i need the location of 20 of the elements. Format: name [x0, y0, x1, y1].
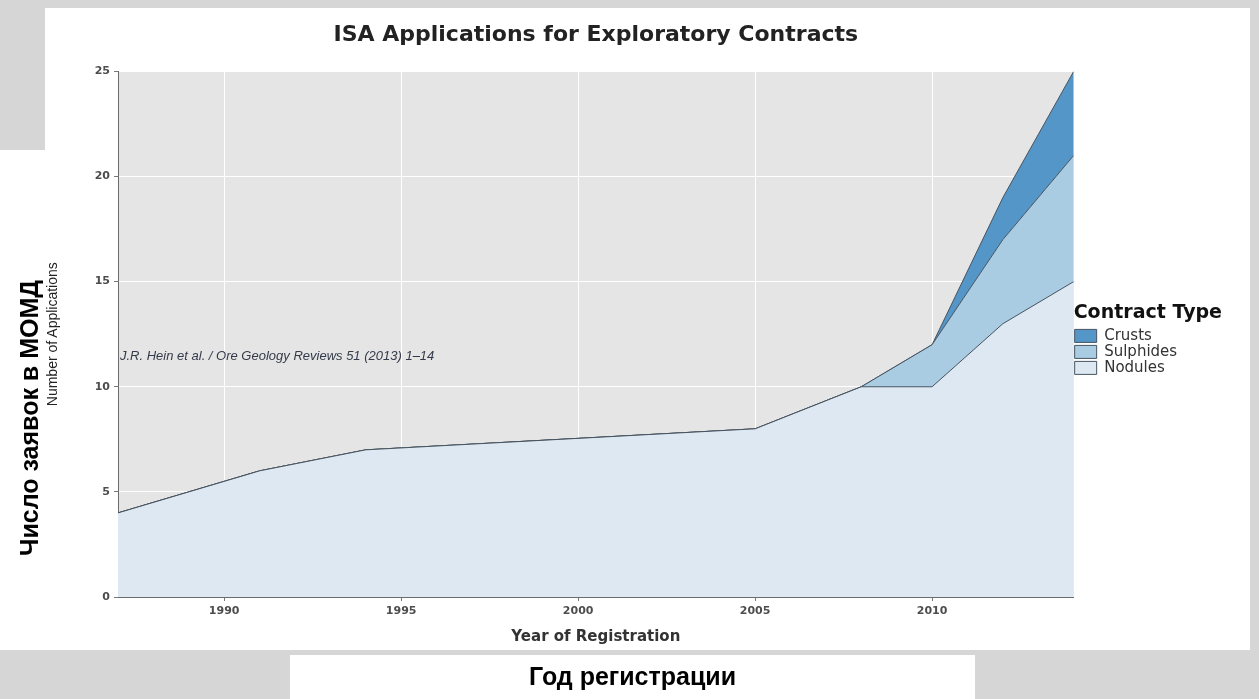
text: Год регистрации	[528, 662, 737, 691]
text: Число заявок в МОМД	[15, 279, 44, 557]
y-tick-label: 15	[94, 274, 110, 288]
x-tick-label: 1990	[208, 604, 240, 618]
y-tick-label: 20	[94, 169, 111, 183]
y-tick-label: 25	[94, 64, 110, 78]
series-label: Sulphides	[1104, 341, 1178, 360]
x-tick-label: 2005	[739, 604, 771, 618]
y-axis-title: Number of Applications	[44, 262, 61, 407]
x-axis-title: Year of Registration	[510, 626, 681, 645]
legend-title: Contract Type	[1073, 300, 1223, 323]
chart-title: ISA Applications for Exploratory Contracts	[333, 20, 859, 46]
y-tick-label: 10	[94, 379, 111, 393]
annotation: J.R. Hein et al. / Ore Geology Reviews 51 (2013) 1–14	[119, 347, 435, 363]
y-tick-label: 5	[102, 484, 110, 498]
series-label: Crusts	[1104, 325, 1153, 344]
x-tick-label: 2000	[562, 604, 594, 618]
y-tick-label: 0	[102, 589, 111, 603]
x-tick-label: 2010	[916, 604, 948, 618]
x-tick-label: 1995	[385, 604, 417, 618]
